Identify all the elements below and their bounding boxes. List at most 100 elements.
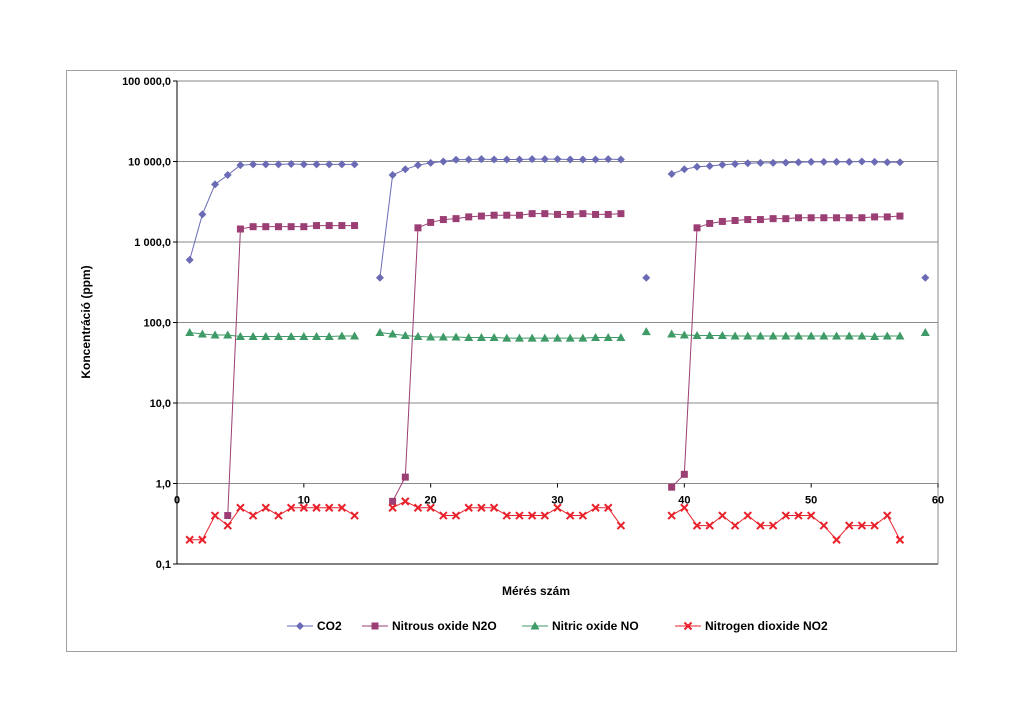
- data-point: [769, 158, 778, 167]
- data-point: [565, 511, 575, 520]
- data-point: [299, 160, 308, 169]
- data-point: [287, 223, 295, 231]
- y-tick-label: 100,0: [143, 318, 171, 330]
- data-point: [274, 160, 283, 169]
- data-point: [489, 333, 499, 342]
- data-point: [325, 222, 333, 230]
- data-point: [718, 511, 727, 520]
- data-point: [210, 330, 220, 339]
- data-point: [883, 213, 891, 221]
- data-point: [832, 331, 842, 340]
- gridlines: [177, 80, 938, 484]
- data-point: [514, 333, 524, 342]
- data-point: [312, 332, 322, 341]
- data-point: [845, 157, 854, 166]
- data-point: [324, 503, 334, 512]
- data-point: [274, 223, 282, 231]
- data-point: [578, 155, 587, 164]
- legend-marker: [296, 622, 304, 630]
- data-point: [223, 170, 232, 179]
- data-point: [515, 511, 524, 520]
- data-point: [490, 211, 498, 219]
- data-point: [235, 332, 245, 341]
- data-point: [871, 213, 879, 221]
- legend-item-2: Nitrous oxide N2O: [362, 619, 497, 633]
- data-point: [692, 330, 702, 339]
- data-point: [667, 329, 677, 338]
- data-point: [299, 503, 309, 512]
- data-point: [857, 331, 867, 340]
- data-point: [413, 503, 423, 512]
- data-point: [438, 332, 448, 341]
- data-point: [616, 333, 626, 342]
- data-point: [286, 332, 296, 341]
- data-point: [185, 255, 194, 264]
- data-point: [490, 155, 499, 164]
- data-point: [604, 503, 613, 512]
- data-point: [768, 331, 778, 340]
- data-point: [249, 223, 257, 231]
- data-point: [401, 497, 410, 506]
- data-point: [527, 333, 537, 342]
- data-point: [287, 160, 296, 169]
- data-point: [592, 210, 600, 218]
- data-point: [604, 210, 612, 218]
- legend-label: Nitrogen dioxide NO2: [705, 619, 828, 633]
- data-point: [693, 162, 702, 171]
- legend-item-3: Nitric oxide NO: [522, 619, 639, 633]
- data-point: [350, 331, 360, 340]
- data-point: [744, 216, 752, 224]
- data-point: [426, 158, 435, 167]
- data-point: [312, 160, 321, 169]
- data-point: [527, 511, 537, 520]
- data-point: [413, 161, 422, 170]
- data-point: [680, 470, 688, 478]
- data-point: [451, 332, 461, 341]
- data-point: [452, 155, 461, 164]
- legend-label: CO2: [317, 619, 342, 633]
- data-point: [236, 503, 245, 512]
- data-point: [832, 535, 841, 544]
- data-point: [591, 333, 601, 342]
- data-point: [540, 333, 550, 342]
- data-point: [794, 511, 803, 520]
- data-point: [224, 512, 232, 520]
- data-point: [198, 210, 207, 219]
- data-point: [858, 214, 866, 222]
- data-point: [870, 332, 880, 341]
- data-point: [794, 214, 802, 222]
- data-point: [325, 160, 334, 169]
- series-line: [671, 507, 901, 541]
- data-point: [870, 157, 879, 166]
- data-point: [198, 535, 207, 544]
- data-point: [756, 216, 764, 224]
- x-tick-label: 60: [932, 495, 944, 507]
- data-point: [807, 157, 816, 166]
- data-point: [844, 331, 854, 340]
- data-point: [464, 155, 473, 164]
- x-axis-title: Mérés szám: [502, 584, 570, 598]
- data-point: [337, 331, 347, 340]
- data-point: [477, 212, 485, 220]
- data-point: [553, 333, 562, 342]
- data-point: [248, 511, 258, 520]
- data-point: [515, 155, 524, 164]
- data-point: [642, 273, 651, 282]
- data-point: [401, 473, 409, 481]
- data-point: [249, 160, 258, 169]
- data-point: [705, 521, 714, 530]
- data-point: [477, 155, 486, 164]
- data-point: [755, 331, 765, 340]
- data-point: [782, 215, 790, 223]
- data-point: [464, 333, 474, 342]
- series-line: [671, 215, 900, 488]
- data-point: [388, 503, 397, 512]
- data-point: [920, 328, 930, 337]
- data-point: [845, 214, 853, 222]
- data-point: [819, 331, 829, 340]
- y-tick-label: 10,0: [150, 398, 171, 410]
- data-point: [882, 331, 892, 340]
- data-point: [262, 223, 270, 231]
- data-point: [819, 157, 828, 166]
